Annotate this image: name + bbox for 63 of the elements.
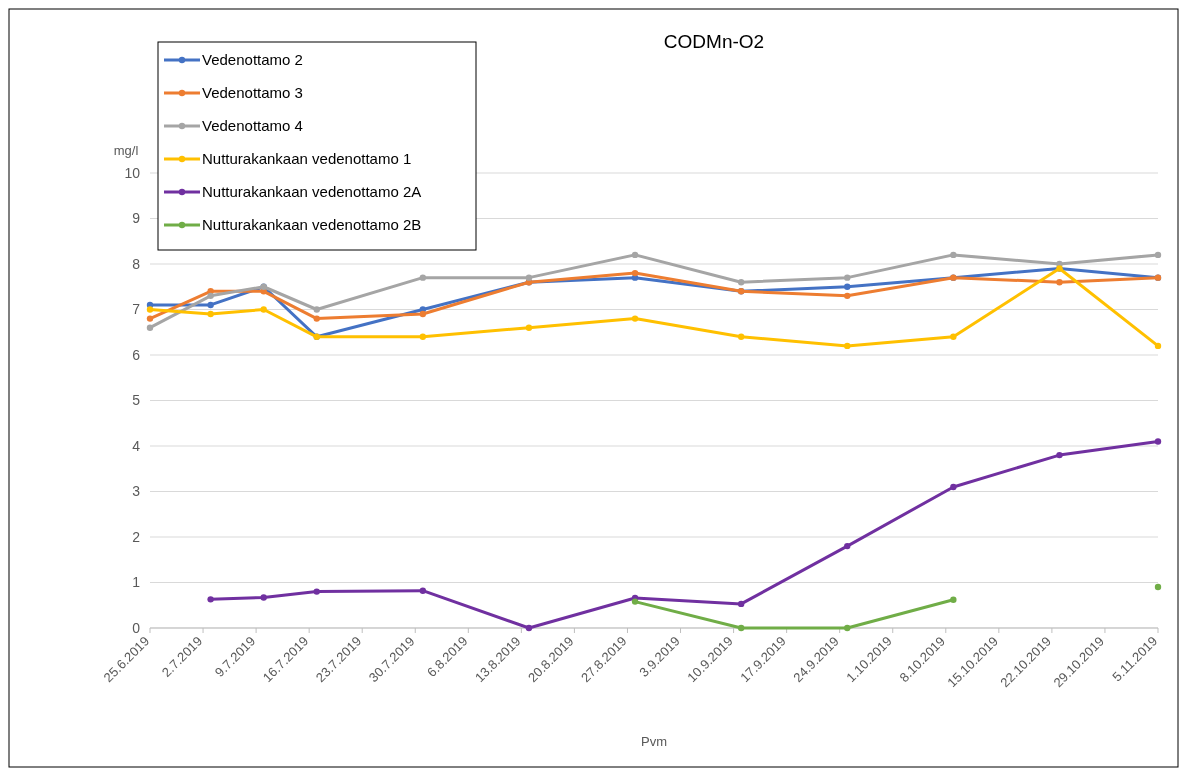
point (419, 274, 427, 281)
y-tick-label: 6 (132, 346, 141, 363)
point (419, 333, 427, 340)
point (950, 251, 957, 259)
legend-label: Nutturakankaan vedenottamo 2A (202, 183, 422, 201)
y-tick-label: 0 (132, 619, 141, 636)
point (146, 315, 154, 322)
point (844, 292, 851, 300)
point (844, 283, 851, 290)
point (631, 269, 639, 277)
legend-label: Nutturakankaan vedenottamo 2B (202, 216, 422, 234)
point (737, 600, 745, 608)
point (1154, 342, 1162, 350)
point (1154, 251, 1162, 259)
point (844, 342, 851, 350)
point (1154, 438, 1162, 445)
point (525, 324, 533, 331)
chart-title: CODMn-O2 (663, 31, 765, 52)
point (525, 624, 533, 632)
point (950, 596, 957, 603)
point (313, 315, 320, 322)
point (207, 596, 214, 603)
point (737, 279, 745, 286)
point (146, 324, 154, 331)
point (950, 333, 957, 340)
point (260, 306, 267, 313)
y-tick-label: 5 (132, 392, 141, 409)
point (207, 310, 214, 318)
x-axis-title: Pvm (641, 734, 667, 749)
y-tick-label: 8 (132, 255, 141, 272)
y-tick-label: 1 (132, 574, 141, 591)
point (844, 624, 851, 632)
y-tick-label: 2 (132, 528, 141, 545)
point (313, 306, 320, 313)
point (631, 598, 639, 605)
point (844, 542, 851, 550)
point (419, 587, 427, 594)
legend-label: Nutturakankaan vedenottamo 1 (202, 150, 412, 168)
point (1154, 583, 1162, 591)
point (844, 274, 851, 281)
point (1056, 451, 1063, 459)
legend-label: Vedenottamo 2 (202, 51, 303, 69)
point (1056, 279, 1063, 286)
point (737, 624, 745, 632)
y-tick-label: 7 (132, 301, 141, 318)
point (146, 306, 154, 313)
legend-label: Vedenottamo 4 (202, 117, 303, 135)
point (260, 594, 267, 601)
y-tick-label: 10 (124, 164, 141, 181)
point (419, 310, 427, 318)
point (631, 315, 639, 322)
point (313, 588, 320, 595)
point (631, 251, 639, 259)
point (207, 292, 214, 300)
y-axis-title: mg/l (113, 143, 139, 158)
y-tick-label: 3 (132, 483, 141, 500)
point (207, 301, 214, 309)
y-tick-label: 4 (132, 437, 141, 454)
legend-label: Vedenottamo 3 (202, 84, 303, 102)
point (737, 333, 745, 340)
y-tick-label: 9 (132, 210, 141, 227)
point (525, 274, 533, 281)
point (950, 483, 957, 491)
